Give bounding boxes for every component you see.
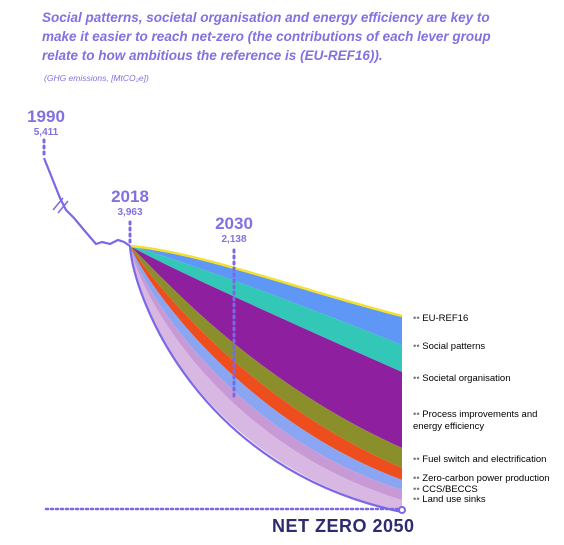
axis-break-mark — [52, 197, 64, 211]
milestone-value: 5,411 — [33, 127, 59, 138]
band-zero-carbon-power-production — [130, 246, 402, 480]
milestone-year: 1990 — [27, 107, 65, 126]
chart-title: Social patterns, societal organisation a… — [42, 10, 491, 63]
legend-label: Social patterns — [422, 341, 486, 352]
line-eu-ref16 — [129, 244, 403, 318]
legend-label: CCS/BECCS — [422, 484, 478, 495]
legend-societal-organisation: •• Societal organisation — [413, 373, 511, 384]
legend-eu-ref16: •• EU-REF16 — [413, 313, 469, 324]
net-zero-pathway-line — [128, 245, 403, 514]
axis-break-mark — [57, 200, 69, 214]
milestone-2030: 2030 2,138 — [204, 215, 264, 246]
band-fuel-switch-and-electrification — [130, 246, 402, 468]
legend-fuel-switch: •• Fuel switch and electrification — [413, 454, 547, 465]
legend-label: Societal organisation — [422, 373, 511, 384]
legend-ccs-beccs: •• CCS/BECCS — [413, 484, 478, 495]
legend-zero-carbon-power: •• Zero-carbon power production — [413, 473, 550, 484]
milestone-year: 2030 — [215, 214, 253, 233]
net-zero-label: NET ZERO 2050 — [272, 516, 415, 536]
band-process-improvements-and-energy-efficiency — [130, 246, 402, 448]
legend-label: Land use sinks — [422, 494, 486, 505]
milestone-2018: 2018 3,963 — [100, 188, 160, 219]
milestone-value: 3,963 — [117, 207, 143, 218]
legend-label: Process improvements and energy efficien… — [413, 409, 538, 432]
legend-label: Zero-carbon power production — [422, 473, 550, 484]
legend-label: EU-REF16 — [422, 313, 469, 324]
legend-land-use-sinks: •• Land use sinks — [413, 494, 486, 505]
legend-social-patterns: •• Social patterns — [413, 341, 486, 352]
legend-process-improvements: •• Process improvements and energy effic… — [413, 409, 538, 432]
net-zero-endpoint — [398, 506, 406, 514]
chart-subtitle: (GHG emissions, [MtCO₂e]) — [44, 73, 149, 83]
band-societal-organisation — [130, 246, 402, 372]
milestone-1990: 1990 5,411 — [18, 108, 74, 139]
legend-label: Fuel switch and electrification — [422, 454, 547, 465]
milestone-year: 2018 — [111, 187, 149, 206]
historic-emissions-line — [42, 157, 131, 247]
milestone-value: 2,138 — [221, 234, 247, 245]
